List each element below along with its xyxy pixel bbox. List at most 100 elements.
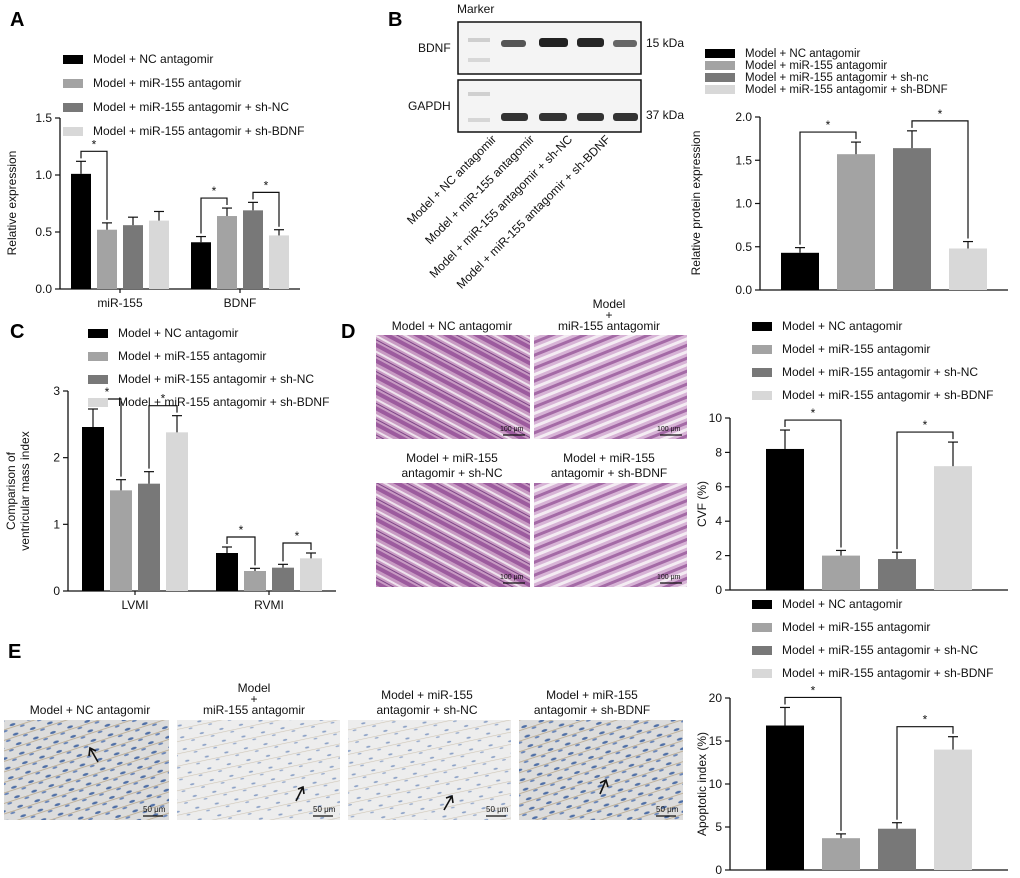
legend-swatch xyxy=(88,398,108,407)
significance-star: * xyxy=(92,137,97,151)
bar xyxy=(138,483,160,591)
chart-panel-d: 0 2 4 6 8 10 CVF (%) * * xyxy=(695,406,1008,597)
histology-d-caption-4-line1: Model + miR-155 xyxy=(563,451,655,465)
panel-letter-c: C xyxy=(10,321,24,343)
y-tick-label: 0 xyxy=(715,863,722,877)
significance-star: * xyxy=(811,683,816,697)
scale-bar-label: 100 μm xyxy=(657,574,681,581)
significance-bracket xyxy=(282,542,312,562)
legend-label: Model + miR-155 antagomir + sh-NC xyxy=(782,365,978,379)
blot-lane-label-3: Model + miR-155 antagomir + sh-NC xyxy=(427,132,576,281)
x-tick-label: RVMI xyxy=(254,598,284,612)
bar xyxy=(244,571,266,591)
legend-label: Model + miR-155 antagomir xyxy=(745,60,887,72)
significance-bracket xyxy=(148,405,178,469)
blot-marker-band xyxy=(468,58,490,62)
significance-bracket xyxy=(80,150,108,220)
legend-swatch xyxy=(63,79,83,88)
legend-label: Model + miR-155 antagomir + sh-BDNF xyxy=(118,395,329,409)
legend-swatch xyxy=(88,375,108,384)
legend-swatch xyxy=(752,391,772,400)
arrow-icon xyxy=(295,785,305,802)
bar xyxy=(97,229,117,289)
bar xyxy=(893,148,931,290)
histology-grid-d: Model + NC antagomir Model + miR-155 ant… xyxy=(376,297,687,587)
blot-strip-bdnf xyxy=(457,21,642,75)
histology-e-image-2 xyxy=(177,720,340,820)
legend-swatch xyxy=(63,103,83,112)
histology-e-caption-2-line1: Model xyxy=(238,681,271,695)
arrow-icon xyxy=(443,794,454,811)
significance-star: * xyxy=(161,392,166,406)
histology-d-image-3 xyxy=(376,483,530,587)
legend-swatch xyxy=(705,85,735,94)
blot-band-gapdh-lane1 xyxy=(501,113,528,121)
y-tick-label: 6 xyxy=(715,480,722,494)
histology-e-caption-3-line2: antagomir + sh-NC xyxy=(376,703,477,717)
y-axis-label: Relative expression xyxy=(5,151,19,256)
legend-label: Model + miR-155 antagomir + sh-BDNF xyxy=(782,666,993,680)
significance-bracket xyxy=(799,131,857,245)
y-tick-label: 0.5 xyxy=(735,240,752,254)
y-tick-label: 15 xyxy=(709,734,723,748)
legend-swatch xyxy=(705,73,735,82)
y-tick-label: 2 xyxy=(53,451,60,465)
bar xyxy=(766,448,804,590)
scale-bar-label: 100 μm xyxy=(500,574,524,581)
significance-star: * xyxy=(105,385,110,399)
legend-swatch xyxy=(705,61,735,70)
legend-label: Model + miR-155 antagomir + sh-BDNF xyxy=(745,84,948,96)
legend-label: Model + miR-155 antagomir + sh-NC xyxy=(782,643,978,657)
legend-label: Model + NC antagomir xyxy=(93,52,213,66)
y-tick-label: 1.5 xyxy=(35,111,52,125)
significance-bracket xyxy=(252,191,280,227)
blot-marker-band xyxy=(468,92,490,96)
legend-swatch xyxy=(63,55,83,64)
legend-swatch xyxy=(752,646,772,655)
legend-swatch xyxy=(705,49,735,58)
significance-star: * xyxy=(212,184,217,198)
chart-panel-e: 0 5 10 15 20 Apoptotic index (%) * * xyxy=(695,683,1008,877)
legend-panel-d: Model + NC antagomir Model + miR-155 anta… xyxy=(752,319,993,402)
legend-swatch xyxy=(752,322,772,331)
legend-label: Model + miR-155 antagomir xyxy=(118,349,266,363)
legend-swatch xyxy=(752,623,772,632)
panel-letter-a: A xyxy=(10,9,24,31)
arrow-icon xyxy=(88,746,99,763)
legend-swatch xyxy=(63,127,83,136)
blot-band-bdnf-lane4 xyxy=(613,40,637,47)
legend-swatch xyxy=(88,352,108,361)
y-axis-label: Comparison of xyxy=(4,451,18,530)
legend-panel-a: Model + NC antagomir Model + miR-155 anta… xyxy=(63,52,304,138)
y-tick-label: 1.5 xyxy=(735,153,752,167)
histology-d-image-2 xyxy=(534,335,687,439)
bar xyxy=(110,490,132,591)
chart-panel-c: 0 1 2 3 Comparison of ventricular mass index L… xyxy=(4,384,336,612)
blot-strip-gapdh xyxy=(457,79,642,133)
legend-label: Model + NC antagomir xyxy=(782,597,902,611)
panel-letter-b: B xyxy=(388,9,402,31)
bar xyxy=(123,225,143,289)
y-tick-label: 0.0 xyxy=(735,283,752,297)
significance-bracket xyxy=(896,726,954,820)
significance-bracket xyxy=(784,696,842,831)
bar xyxy=(781,252,819,290)
x-tick-label: miR-155 xyxy=(97,296,143,310)
histology-e-caption-2-line3: miR-155 antagomir xyxy=(203,703,305,717)
significance-star: * xyxy=(239,523,244,537)
blot-band-bdnf-lane2 xyxy=(539,38,568,47)
chart-panel-a: 0.0 0.5 1.0 1.5 Relative expression miR-155 BD… xyxy=(5,111,300,310)
y-axis-label: ventricular mass index xyxy=(18,431,32,550)
histology-d-caption-4-line2: antagomir + sh-BDNF xyxy=(551,466,667,480)
legend-label: Model + miR-155 antagomir xyxy=(93,76,241,90)
legend-swatch xyxy=(88,329,108,338)
y-tick-label: 1.0 xyxy=(35,168,52,182)
y-tick-label: 1 xyxy=(53,517,60,531)
significance-bracket xyxy=(784,419,842,548)
blot-marker-label: Marker xyxy=(457,2,494,16)
histology-e-caption-1: Model + NC antagomir xyxy=(30,703,150,717)
histology-d-caption-2-line2: + xyxy=(605,308,612,322)
bar xyxy=(837,154,875,290)
bar xyxy=(166,432,188,591)
